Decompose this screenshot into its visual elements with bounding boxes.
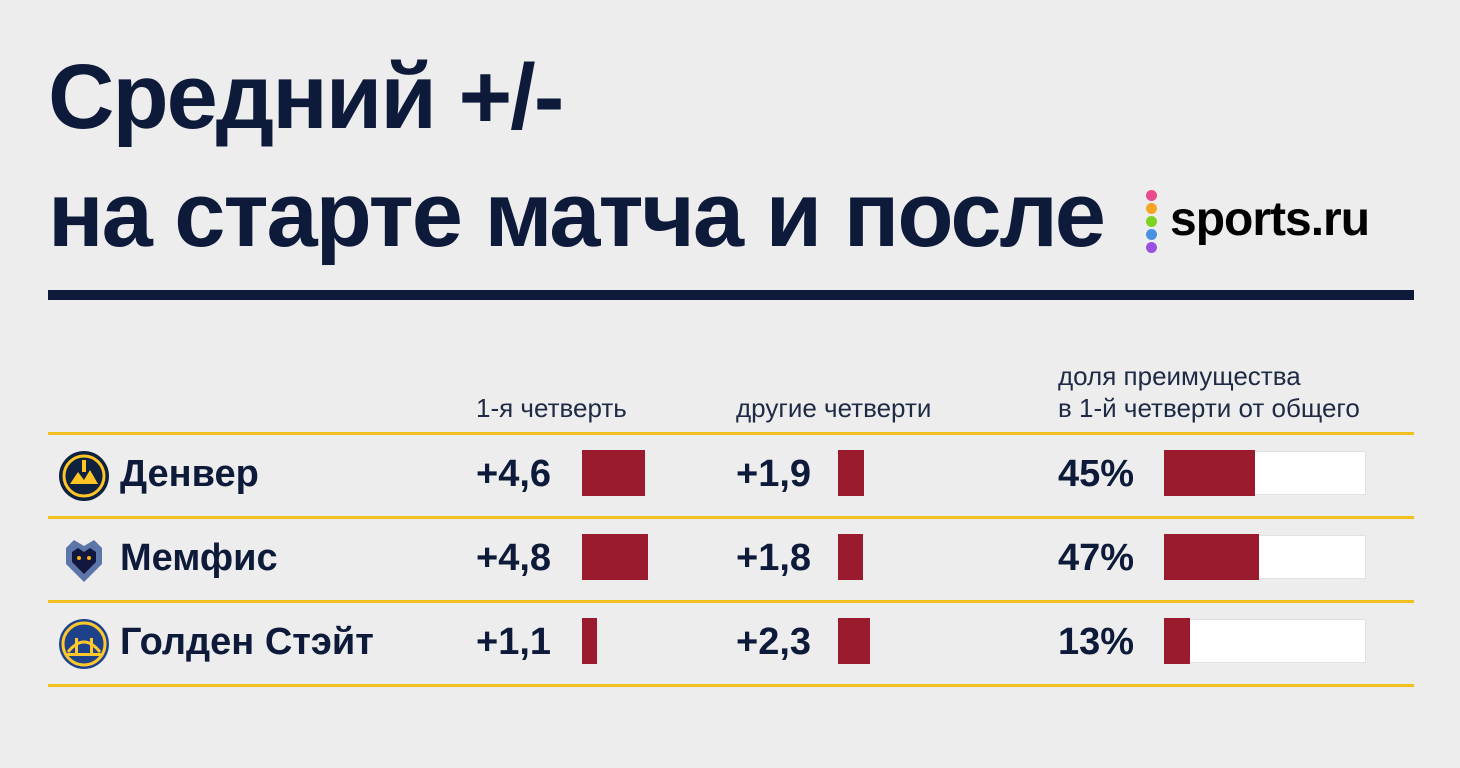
first-quarter-value: +4,6 [476,453,552,495]
first-quarter-bar [582,450,645,496]
chart-title: Средний +/- на старте матча и после [48,38,1106,274]
column-header-share-line-1: доля преимущества [1058,361,1301,391]
logo-dot [1146,190,1157,201]
first-quarter-value: +4,8 [476,537,552,579]
row-divider [48,684,1414,687]
sports-ru-logo: sports.ru [1146,186,1416,256]
memphis-grizzlies-logo-icon [58,534,110,586]
sports-ru-logo-text: sports.ru [1170,193,1370,246]
logo-dot [1146,216,1157,227]
share-value: 45% [1058,453,1135,495]
team-name: Мемфис [120,537,278,579]
share-value: 13% [1058,621,1135,663]
first-quarter-bar [582,618,597,664]
share-bar [1164,534,1259,580]
column-header-share-line-2: в 1-й четверти от общего [1058,393,1360,423]
team-name: Голден Стэйт [120,621,374,663]
team-name: Денвер [120,453,259,495]
first-quarter-bar [582,534,648,580]
other-quarters-bar [838,534,863,580]
denver-nuggets-logo-icon [58,450,110,502]
share-bar [1164,450,1255,496]
golden-state-warriors-logo-icon [58,618,110,670]
share-track [1164,619,1366,663]
other-quarters-value: +1,9 [736,453,812,495]
title-line-1: Средний +/- [48,46,564,148]
row-divider [48,432,1414,435]
logo-dot [1146,203,1157,214]
title-line-2: на старте матча и после [48,164,1106,266]
other-quarters-value: +2,3 [736,621,812,663]
row-divider [48,600,1414,603]
share-bar [1164,618,1190,664]
column-header-first-quarter: 1-я четверть [476,393,627,423]
row-divider [48,516,1414,519]
logo-dot [1146,242,1157,253]
other-quarters-bar [838,450,864,496]
title-divider [48,290,1414,300]
sports-ru-dots-icon [1146,190,1158,254]
other-quarters-value: +1,8 [736,537,812,579]
logo-dot [1146,229,1157,240]
other-quarters-bar [838,618,870,664]
column-header-other-quarters: другие четверти [736,393,932,423]
first-quarter-value: +1,1 [476,621,552,663]
share-value: 47% [1058,537,1135,579]
